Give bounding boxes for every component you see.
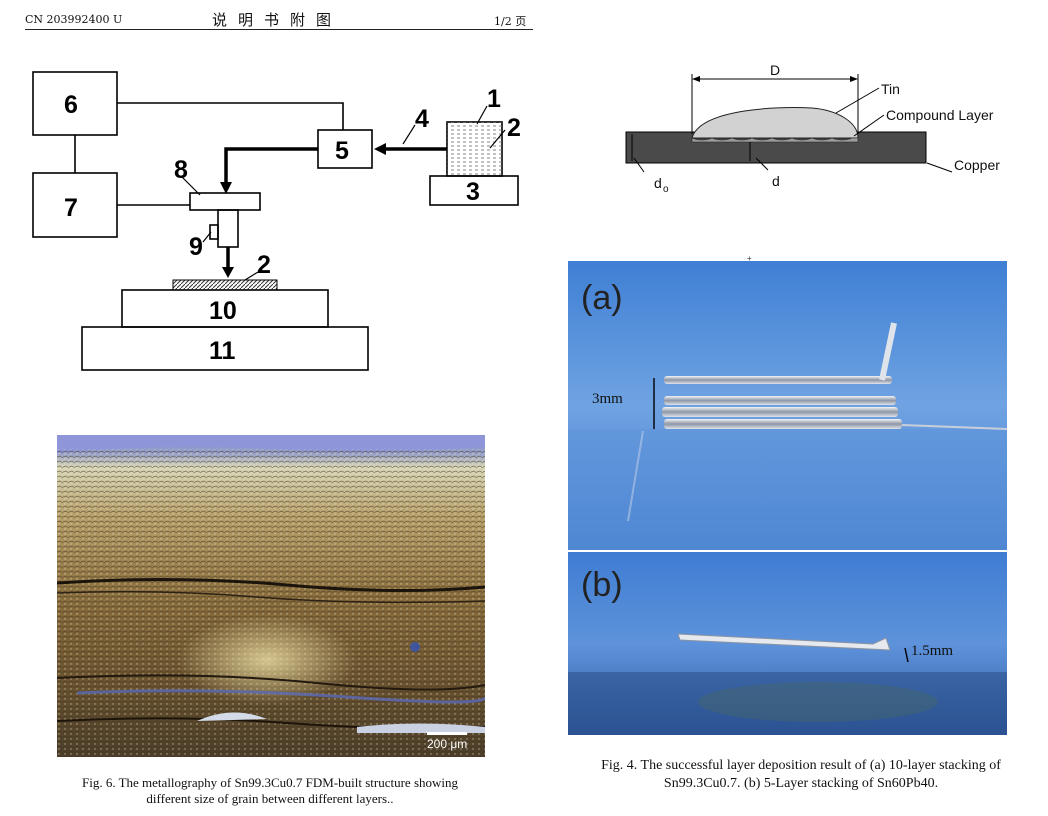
- fig6-caption-line1: Fig. 6. The metallography of Sn99.3Cu0.7…: [81, 775, 459, 790]
- wetting-cross-section-diagram: D Tin Compound Layer Copper d o d +: [625, 62, 1000, 262]
- label-6: 6: [64, 91, 78, 119]
- metallography-micrograph: 200 μm: [57, 435, 485, 757]
- scale-bar-label: 200 μm: [427, 737, 468, 751]
- label-11: 11: [209, 337, 236, 365]
- page-number: 1/2 页: [494, 15, 527, 28]
- fig4-caption: Fig. 4. The successful layer deposition …: [570, 757, 1032, 793]
- block-11: [81, 326, 369, 371]
- block-9-side: [209, 224, 219, 240]
- fig6-caption: Fig. 6. The metallography of Sn99.3Cu0.7…: [40, 775, 500, 807]
- label-7: 7: [64, 194, 78, 222]
- label-2-feeder: 2: [507, 114, 521, 142]
- fig4-caption-line1: Fig. 4. The successful layer deposition …: [601, 758, 1001, 773]
- label-2-deposit: 2: [257, 251, 271, 279]
- system-block-diagram: 6 7 5 3 1 2 4 8 9 2 10 11: [32, 71, 521, 371]
- photo-5-layer-stack: (b) 1.5mm: [568, 552, 1007, 735]
- label-5: 5: [335, 137, 349, 165]
- label-D: D: [770, 62, 780, 78]
- header-rule: [25, 29, 533, 30]
- photo-divider: [568, 550, 1007, 552]
- block-9-nozzle: [217, 209, 239, 248]
- panel-label-b: (b): [581, 566, 623, 604]
- compound-layer: [691, 137, 859, 143]
- label-d0-subscript: o: [663, 184, 669, 195]
- scale-bar: [427, 732, 467, 735]
- fig6-caption-line2: different size of grain between differen…: [146, 791, 394, 806]
- stray-mark: +: [747, 254, 752, 262]
- tin-droplet: [691, 107, 859, 139]
- label-compound-layer: Compound Layer: [886, 107, 994, 123]
- label-d: d: [772, 173, 780, 189]
- label-4: 4: [415, 105, 429, 133]
- label-8: 8: [174, 156, 188, 184]
- panel-label-a: (a): [581, 279, 623, 317]
- label-copper: Copper: [954, 157, 1000, 173]
- photo-10-layer-stack: (a) 3mm: [568, 261, 1007, 550]
- dimension-label-1-5mm: 1.5mm: [911, 643, 954, 659]
- label-tin: Tin: [881, 81, 900, 97]
- fig4-caption-line2: Sn99.3Cu0.7. (b) 5-Layer stacking of Sn6…: [663, 776, 939, 791]
- page-header-title: 说明书附图: [212, 11, 343, 29]
- label-10: 10: [209, 297, 237, 325]
- block-8: [189, 192, 261, 211]
- label-9: 9: [189, 233, 203, 261]
- patent-number: CN 203992400 U: [25, 13, 123, 26]
- label-1: 1: [487, 85, 501, 113]
- dimension-label-3mm: 3mm: [592, 391, 623, 407]
- label-3: 3: [466, 178, 480, 206]
- label-d0: d: [654, 175, 662, 191]
